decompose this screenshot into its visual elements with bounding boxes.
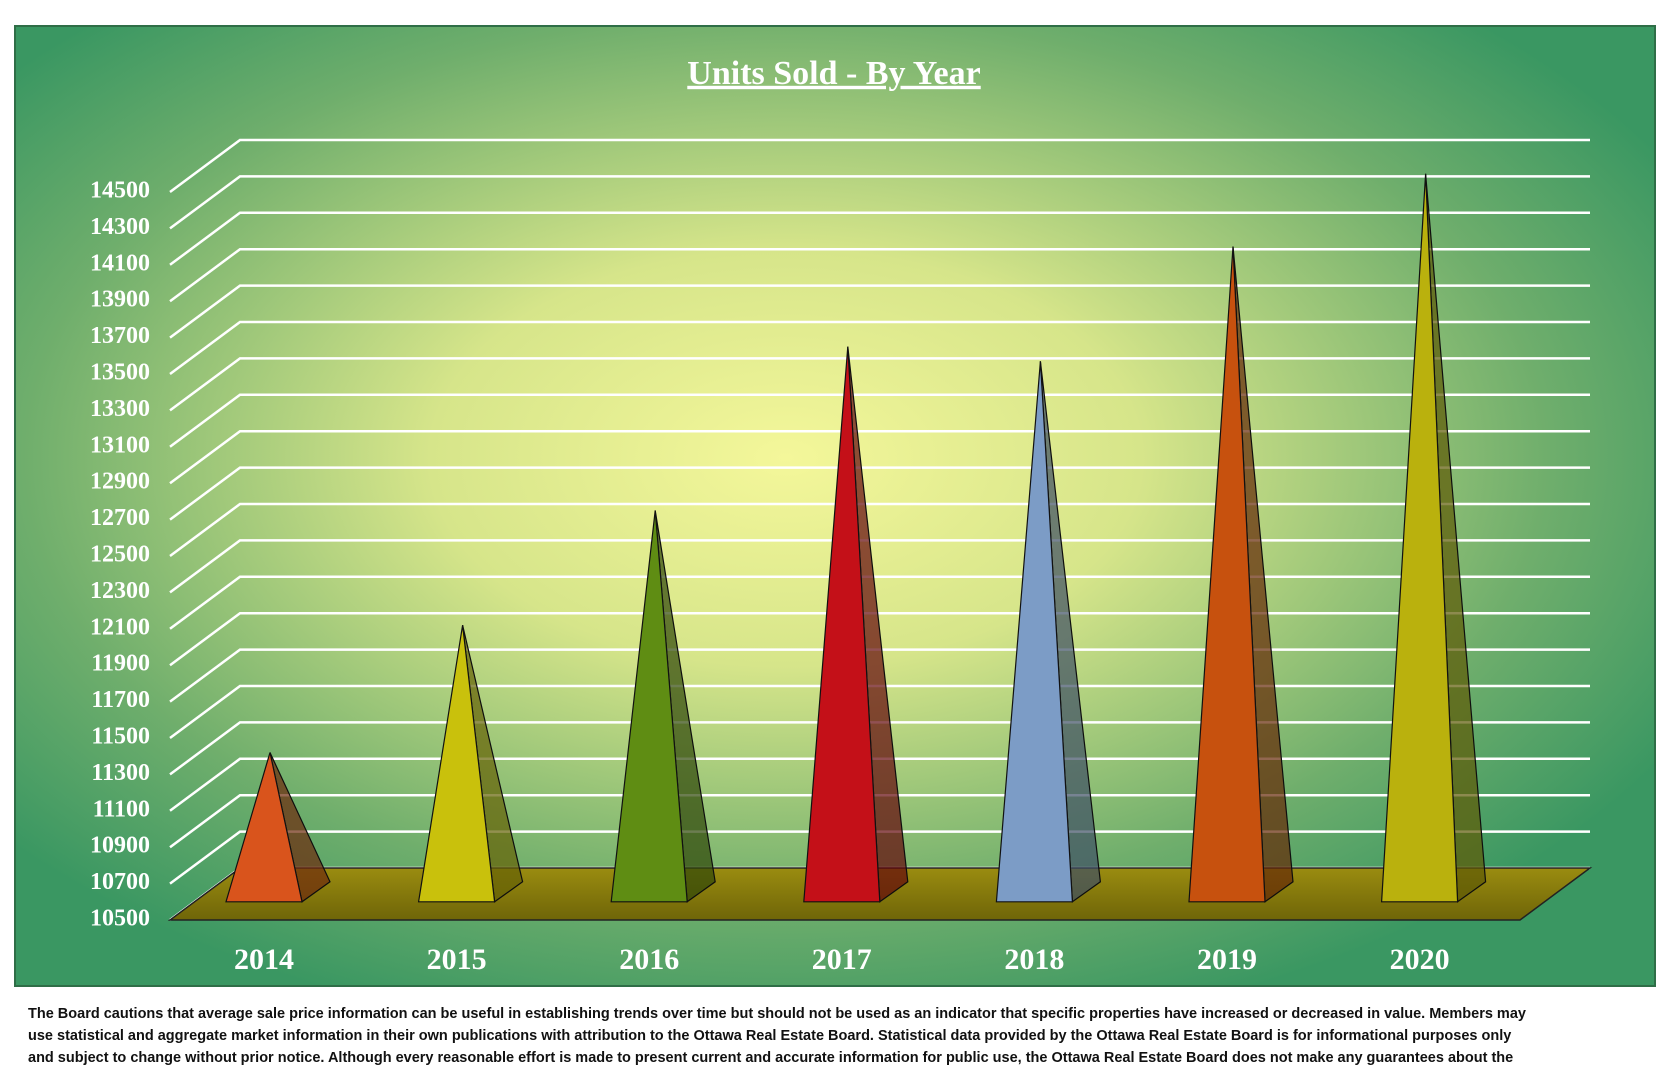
grid-line [169, 247, 1590, 303]
grid-line [169, 466, 1590, 521]
y-tick-label: 10900 [90, 833, 150, 859]
pyramid [417, 625, 496, 903]
x-tick-label: 2015 [427, 943, 487, 976]
y-tick-label: 13300 [90, 396, 150, 422]
y-tick-label: 11100 [93, 796, 150, 822]
grid-line [169, 429, 1590, 485]
y-tick-label: 10700 [90, 869, 150, 895]
grid-line [169, 611, 1590, 667]
footnote: use statistical and aggregate market inf… [28, 1028, 1511, 1044]
y-tick-label: 14300 [90, 214, 150, 240]
grid-line [169, 175, 1590, 230]
y-tick-label: 11900 [91, 651, 150, 677]
grid-line [169, 721, 1590, 776]
y-tick-label: 11300 [91, 760, 150, 786]
pyramid [610, 510, 688, 903]
grid-line [169, 211, 1590, 266]
pyramid-side-shade [1040, 361, 1101, 902]
grid-line [169, 320, 1590, 376]
pyramid-side-shade [1425, 173, 1486, 902]
y-tick-label: 14500 [90, 178, 150, 204]
x-tick-label: 2014 [234, 943, 294, 976]
x-tick-label: 2020 [1390, 943, 1450, 976]
grid-line [169, 648, 1590, 703]
pyramid-side-shade [1233, 246, 1293, 902]
pyramid [803, 346, 881, 903]
footnote: and subject to change without prior noti… [28, 1050, 1513, 1066]
y-tick-label: 12700 [90, 505, 150, 531]
x-tick-label: 2018 [1004, 943, 1064, 976]
y-tick-label: 10500 [90, 906, 150, 932]
pyramid [1188, 246, 1266, 903]
pyramid-side-shade [655, 510, 716, 902]
grid-line [169, 284, 1590, 339]
grid-line [169, 502, 1590, 558]
y-tick-label: 12900 [90, 469, 150, 495]
grid-line [169, 393, 1590, 448]
grid-line [169, 357, 1590, 412]
pyramid [225, 752, 303, 903]
grid-line [169, 830, 1590, 885]
x-tick-label: 2019 [1197, 943, 1257, 976]
y-tick-label: 13500 [90, 360, 150, 386]
grid-line [169, 684, 1590, 740]
y-tick-label: 13100 [90, 432, 150, 458]
y-tick-label: 12300 [90, 578, 150, 604]
y-tick-label: 13700 [90, 323, 150, 349]
grid-line [169, 575, 1590, 630]
y-tick-label: 13900 [90, 287, 150, 313]
y-tick-label: 12500 [90, 542, 150, 568]
footnote: The Board cautions that average sale pri… [28, 1006, 1526, 1022]
pyramid-side-shade [270, 752, 330, 902]
grid-line [169, 539, 1590, 594]
y-tick-label: 11700 [91, 687, 150, 713]
pyramid-side-shade [847, 346, 908, 902]
chart-title: Units Sold - By Year [687, 55, 980, 92]
grid-line [169, 757, 1590, 812]
x-tick-label: 2016 [619, 943, 679, 976]
grid-line [169, 793, 1590, 849]
y-tick-label: 14100 [90, 250, 150, 276]
y-tick-label: 11500 [91, 724, 150, 750]
pyramid [995, 361, 1074, 903]
grid-line [169, 138, 1590, 194]
x-tick-label: 2017 [812, 943, 872, 976]
y-tick-label: 12100 [90, 614, 150, 640]
pyramid-side-shade [462, 625, 523, 902]
pyramid [1380, 173, 1459, 903]
